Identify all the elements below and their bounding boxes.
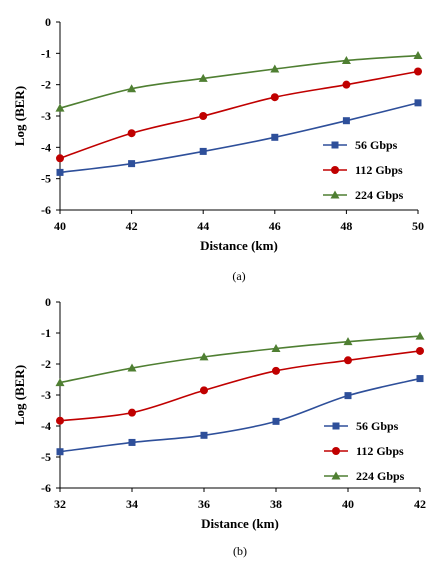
chart-panel-b: 0 -1 -2 -3 -4 -5 -632 34 36 38 40 42 Distance (km) Lo… xyxy=(12,295,426,558)
x-tick-label: 46 xyxy=(269,219,281,233)
data-point xyxy=(270,64,280,73)
legend-marker xyxy=(330,190,340,199)
x-tick-label: 40 xyxy=(342,497,354,511)
y-axis-label: Log (BER) xyxy=(12,365,27,425)
x-tick-label: 34 xyxy=(126,497,138,511)
x-tick-label: 48 xyxy=(340,219,352,233)
y-tick-label: -3 xyxy=(41,109,51,123)
data-point xyxy=(199,352,209,361)
y-tick-label: 0 xyxy=(45,295,51,309)
legend-marker xyxy=(331,141,339,149)
y-tick-label: -5 xyxy=(41,172,51,186)
x-tick-label: 44 xyxy=(197,219,209,233)
series-1 xyxy=(56,67,422,163)
data-point xyxy=(127,363,137,372)
data-point xyxy=(344,356,352,365)
data-point xyxy=(271,344,281,352)
y-tick-label: 0 xyxy=(45,15,51,29)
x-tick-label: 42 xyxy=(126,219,138,233)
data-point xyxy=(56,154,64,163)
series-0 xyxy=(56,99,422,176)
y-tick-label: -2 xyxy=(41,357,51,371)
legend-label: 112 Gbps xyxy=(356,444,404,458)
x-tick-label: 40 xyxy=(54,219,66,233)
data-point xyxy=(200,386,208,395)
data-point xyxy=(128,160,136,168)
series-1 xyxy=(56,346,424,425)
x-axis-label: Distance (km) xyxy=(201,516,279,531)
y-tick-label: -3 xyxy=(41,388,51,402)
legend-label: 224 Gbps xyxy=(356,469,405,483)
legend-label: 112 Gbps xyxy=(355,163,403,177)
x-axis-label: Distance (km) xyxy=(200,238,278,253)
x-tick-label: 32 xyxy=(54,497,66,511)
chart-panel-a: 0 -1 -2 -3 -4 -5 -640 42 44 46 48 50 Distance (km) Lo… xyxy=(12,15,424,283)
data-point xyxy=(127,84,137,93)
legend-marker xyxy=(332,422,340,430)
y-tick-label: -6 xyxy=(41,203,51,217)
legend-label: 56 Gbps xyxy=(355,138,398,152)
y-tick-label: -4 xyxy=(41,140,51,154)
series-0 xyxy=(56,375,424,456)
legend-marker xyxy=(332,447,340,455)
data-point xyxy=(342,117,350,125)
series-line xyxy=(59,377,421,453)
data-point xyxy=(344,392,352,400)
legend-marker xyxy=(331,166,339,174)
y-tick-label: -2 xyxy=(41,78,51,92)
y-axis-label: Log (BER) xyxy=(12,86,27,146)
x-tick-label: 36 xyxy=(198,497,210,511)
data-point xyxy=(272,417,280,425)
y-tick-label: -6 xyxy=(41,481,51,495)
series-2 xyxy=(55,51,423,112)
data-point xyxy=(343,337,353,346)
data-point xyxy=(416,346,424,355)
data-point xyxy=(271,133,279,141)
data-point xyxy=(200,431,208,439)
series-line xyxy=(59,102,419,174)
data-point xyxy=(270,93,279,102)
y-tick-label: -5 xyxy=(41,450,51,464)
legend-marker xyxy=(331,471,341,480)
data-point xyxy=(199,147,207,155)
data-point xyxy=(55,378,65,387)
data-point xyxy=(415,331,425,340)
figure-caption: (a) xyxy=(232,269,245,283)
y-tick-label: -4 xyxy=(41,419,51,433)
x-tick-label: 42 xyxy=(414,497,426,511)
data-point xyxy=(55,103,65,112)
data-point xyxy=(414,67,422,76)
legend-label: 56 Gbps xyxy=(356,419,399,433)
data-point xyxy=(272,366,280,375)
data-point xyxy=(128,438,136,446)
y-tick-label: -1 xyxy=(41,46,51,60)
data-point xyxy=(342,80,351,89)
data-point xyxy=(127,129,136,138)
data-point xyxy=(199,112,208,120)
data-point xyxy=(128,408,136,417)
data-point xyxy=(56,416,64,425)
data-point xyxy=(56,168,64,176)
series-line xyxy=(59,70,419,160)
data-point xyxy=(56,448,64,456)
legend-label: 224 Gbps xyxy=(355,188,404,202)
y-tick-label: -1 xyxy=(41,326,51,340)
data-point xyxy=(414,99,422,107)
x-tick-label: 38 xyxy=(270,497,282,511)
data-point xyxy=(413,51,423,60)
data-point xyxy=(416,375,424,383)
x-tick-label: 50 xyxy=(412,219,424,233)
data-point xyxy=(198,73,208,82)
figure-caption: (b) xyxy=(233,544,247,558)
data-point xyxy=(341,56,351,65)
series-line xyxy=(59,335,421,384)
series-line xyxy=(59,350,421,422)
series-2 xyxy=(55,331,425,387)
series-line xyxy=(59,54,419,109)
